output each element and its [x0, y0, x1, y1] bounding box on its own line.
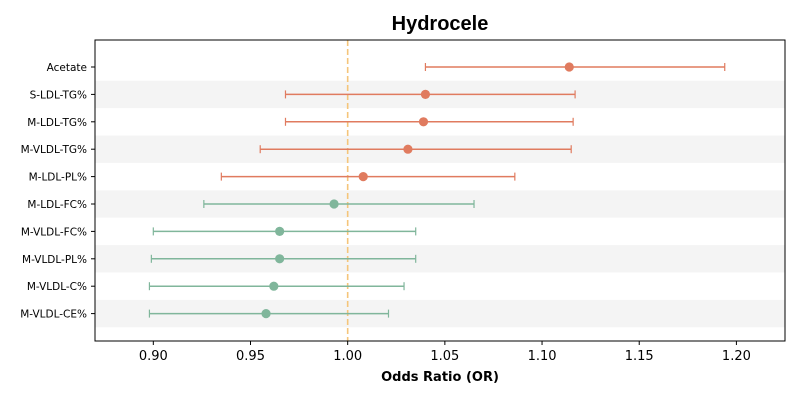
category-label: M-VLDL-FC% — [21, 226, 87, 238]
category-label: M-LDL-PL% — [29, 172, 87, 184]
or-point — [269, 281, 279, 291]
x-tick-label: 1.20 — [722, 349, 751, 364]
row-m-ldl-tg-: M-LDL-TG% — [27, 117, 574, 129]
or-point — [275, 254, 285, 264]
category-label: M-LDL-FC% — [27, 199, 87, 211]
row-acetate: Acetate — [47, 62, 726, 74]
x-tick-label: 0.90 — [139, 349, 168, 364]
row-m-ldl-fc-: M-LDL-FC% — [27, 199, 475, 211]
chart-title: Hydrocele — [392, 13, 489, 35]
or-point — [358, 172, 368, 182]
or-point — [403, 144, 413, 154]
category-label: M-VLDL-C% — [27, 281, 87, 293]
category-label: M-VLDL-CE% — [20, 309, 87, 321]
x-tick-label: 1.10 — [528, 349, 557, 364]
row-m-vldl-pl-: M-VLDL-PL% — [22, 254, 417, 266]
plot-frame — [94, 39, 786, 342]
category-label: M-VLDL-PL% — [22, 254, 87, 266]
category-label: M-LDL-TG% — [27, 117, 87, 129]
x-tick-label: 1.00 — [333, 349, 362, 364]
row-m-vldl-fc-: M-VLDL-FC% — [21, 226, 417, 238]
row-m-vldl-ce-: M-VLDL-CE% — [20, 309, 390, 321]
category-label: M-VLDL-TG% — [21, 144, 87, 156]
category-label: Acetate — [47, 62, 87, 74]
row-m-ldl-pl-: M-LDL-PL% — [29, 172, 516, 184]
row-s-ldl-tg-: S-LDL-TG% — [30, 89, 576, 101]
or-point — [420, 89, 431, 99]
row-m-vldl-c-: M-VLDL-C% — [27, 281, 405, 293]
or-point — [275, 226, 285, 236]
or-point — [418, 117, 429, 127]
x-axis: 0.90 0.95 1.00 1.05 1.10 1.15 1.20 — [139, 341, 751, 364]
row-m-vldl-tg-: M-VLDL-TG% — [21, 144, 572, 156]
data-rows: Acetate S-LDL-TG% M-LDL-TG% M-VLDL-TG% M-LDL… — [20, 62, 726, 321]
category-label: S-LDL-TG% — [30, 89, 87, 101]
or-point — [329, 199, 339, 209]
x-axis-label: Odds Ratio (OR) — [381, 370, 499, 385]
x-tick-label: 0.95 — [236, 349, 265, 364]
or-point — [564, 62, 574, 72]
x-tick-label: 1.15 — [625, 349, 654, 364]
or-point — [261, 309, 271, 319]
x-tick-label: 1.05 — [430, 349, 459, 364]
